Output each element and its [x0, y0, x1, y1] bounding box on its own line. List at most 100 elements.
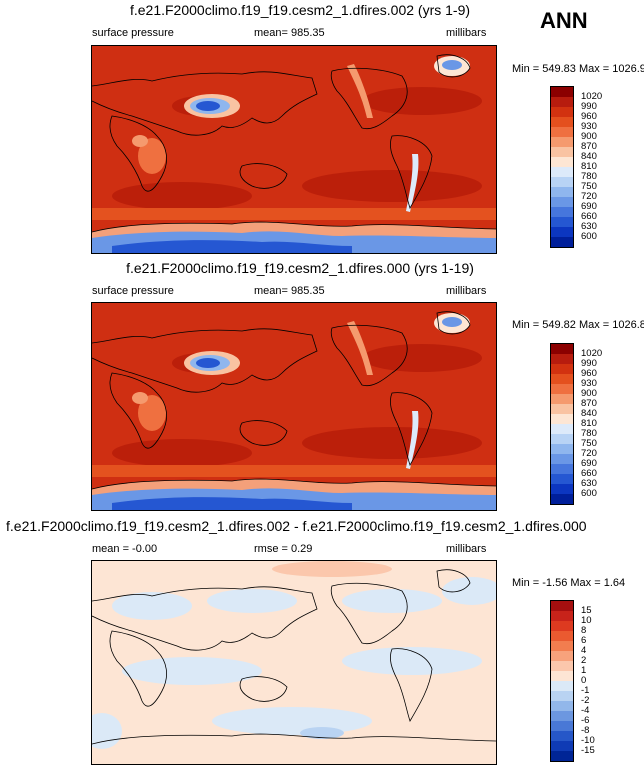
- colorbar-tick-label: 8: [581, 625, 587, 636]
- colorbar-tick-label: 720: [581, 448, 597, 459]
- colorbar-tick-label: 840: [581, 151, 597, 162]
- colorbar-swatch: [551, 207, 573, 217]
- colorbar-swatch: [551, 187, 573, 197]
- panel3-mean-label: mean = -0.00: [92, 543, 158, 555]
- colorbar-swatch: [551, 354, 573, 364]
- colorbar-tick-label: -10: [581, 735, 595, 746]
- colorbar-tick-label: 780: [581, 428, 597, 439]
- panel2-colorbar: 1020 990 960 930 900 870 840 810 780 750 720 690 660…: [550, 343, 602, 505]
- colorbar-swatch: [551, 641, 573, 651]
- colorbar-tick-label: 870: [581, 398, 597, 409]
- colorbar-swatch: [551, 621, 573, 631]
- colorbar-swatch: [551, 364, 573, 374]
- colorbar-swatch: [551, 384, 573, 394]
- colorbar-tick-label: 1020: [581, 91, 603, 102]
- colorbar-swatch: [551, 474, 573, 484]
- colorbar-tick-label: 690: [581, 201, 597, 212]
- colorbar-swatch: [551, 404, 573, 414]
- panel3-colorbar: 15 10 8 6 4 2 1 0 -1 -2 -4 -6 -8 -10 -15: [550, 600, 595, 762]
- panel1-title: f.e21.F2000climo.f19_f19.cesm2_1.dfires.…: [129, 2, 471, 18]
- colorbar-tick-label: 810: [581, 418, 597, 429]
- panel3-map-svg: [92, 561, 496, 764]
- colorbar-swatch: [551, 167, 573, 177]
- panel1-units-label: millibars: [446, 27, 487, 39]
- colorbar-swatch: [551, 681, 573, 691]
- colorbar-swatch: [551, 494, 573, 504]
- panel2-title: f.e21.F2000climo.f19_f19.cesm2_1.dfires.…: [126, 260, 474, 276]
- colorbar-tick-label: 2: [581, 655, 587, 666]
- colorbar-tick-label: -15: [581, 745, 595, 756]
- colorbar-swatch: [551, 464, 573, 474]
- colorbar-tick-label: 600: [581, 231, 597, 242]
- colorbar-tick-label: 4: [581, 645, 587, 656]
- panel3-minmax: Min = -1.56 Max = 1.64: [512, 577, 626, 589]
- colorbar-tick-label: 660: [581, 468, 597, 479]
- colorbar-swatch: [551, 414, 573, 424]
- colorbar-swatch: [551, 117, 573, 127]
- colorbar-swatch: [551, 434, 573, 444]
- colorbar-swatch: [551, 701, 573, 711]
- panel2-map: [91, 302, 497, 511]
- colorbar-swatch: [551, 721, 573, 731]
- colorbar-swatch: [551, 751, 573, 761]
- colorbar-swatch: [551, 137, 573, 147]
- colorbar-tick-label: 840: [581, 408, 597, 419]
- colorbar-tick-label: 6: [581, 635, 587, 646]
- colorbar-tick-label: 0: [581, 675, 587, 686]
- colorbar-tick-label: -8: [581, 725, 590, 736]
- colorbar-tick-label: 660: [581, 211, 597, 222]
- panel1-colorbar: 1020 990 960 930 900 870 840 810 780 750 720 690 660…: [550, 86, 602, 248]
- colorbar-tick-label: 990: [581, 358, 597, 369]
- colorbar-swatch: [551, 237, 573, 247]
- colorbar-swatch: [551, 197, 573, 207]
- season-label: ANN: [540, 8, 588, 33]
- colorbar-tick-label: 630: [581, 221, 597, 232]
- colorbar-tick-label: 960: [581, 368, 597, 379]
- colorbar-tick-label: -6: [581, 715, 590, 726]
- colorbar-tick-label: 600: [581, 488, 597, 499]
- panel1-map: [91, 45, 497, 254]
- colorbar-tick-label: -2: [581, 695, 590, 706]
- colorbar-swatch: [551, 631, 573, 641]
- colorbar-tick-label: 1: [581, 665, 587, 676]
- colorbar-tick-label: 810: [581, 161, 597, 172]
- colorbar-tick-label: 690: [581, 458, 597, 469]
- colorbar-swatch: [551, 611, 573, 621]
- colorbar-swatch: [551, 444, 573, 454]
- panel1-variable-label: surface pressure: [92, 27, 174, 39]
- panel2-minmax: Min = 549.82 Max = 1026.87: [512, 319, 644, 331]
- colorbar-swatch: [551, 107, 573, 117]
- colorbar-tick-label: 750: [581, 181, 597, 192]
- colorbar-swatch: [551, 741, 573, 751]
- colorbar-swatch: [551, 157, 573, 167]
- colorbar-tick-label: 1020: [581, 348, 603, 359]
- panel2-map-svg: [92, 303, 496, 510]
- colorbar-swatch: [551, 601, 573, 611]
- colorbar-tick-label: 630: [581, 478, 597, 489]
- panel1-mean-label: mean= 985.35: [254, 27, 325, 39]
- colorbar-swatch: [551, 661, 573, 671]
- colorbar-tick-label: 870: [581, 141, 597, 152]
- panel3-rmse-label: rmse = 0.29: [254, 543, 313, 555]
- colorbar-tick-label: 930: [581, 378, 597, 389]
- colorbar-tick-label: 900: [581, 131, 597, 142]
- panel1-map-svg: [92, 46, 496, 253]
- panel2-mean-label: mean= 985.35: [254, 285, 325, 297]
- panel3-units-label: millibars: [446, 543, 487, 555]
- colorbar-swatch: [551, 227, 573, 237]
- panel2-units-label: millibars: [446, 285, 487, 297]
- colorbar-swatch: [551, 691, 573, 701]
- colorbar-swatch: [551, 87, 573, 97]
- colorbar-tick-label: 900: [581, 388, 597, 399]
- colorbar-swatch: [551, 97, 573, 107]
- colorbar-swatch: [551, 147, 573, 157]
- colorbar-tick-label: -1: [581, 685, 590, 696]
- colorbar-tick-label: -4: [581, 705, 590, 716]
- colorbar-swatch: [551, 177, 573, 187]
- panel1-minmax: Min = 549.83 Max = 1026.91: [512, 63, 644, 75]
- colorbar-swatch: [551, 454, 573, 464]
- colorbar-swatch: [551, 127, 573, 137]
- colorbar-swatch: [551, 484, 573, 494]
- colorbar-tick-label: 780: [581, 171, 597, 182]
- colorbar-tick-label: 15: [581, 605, 592, 616]
